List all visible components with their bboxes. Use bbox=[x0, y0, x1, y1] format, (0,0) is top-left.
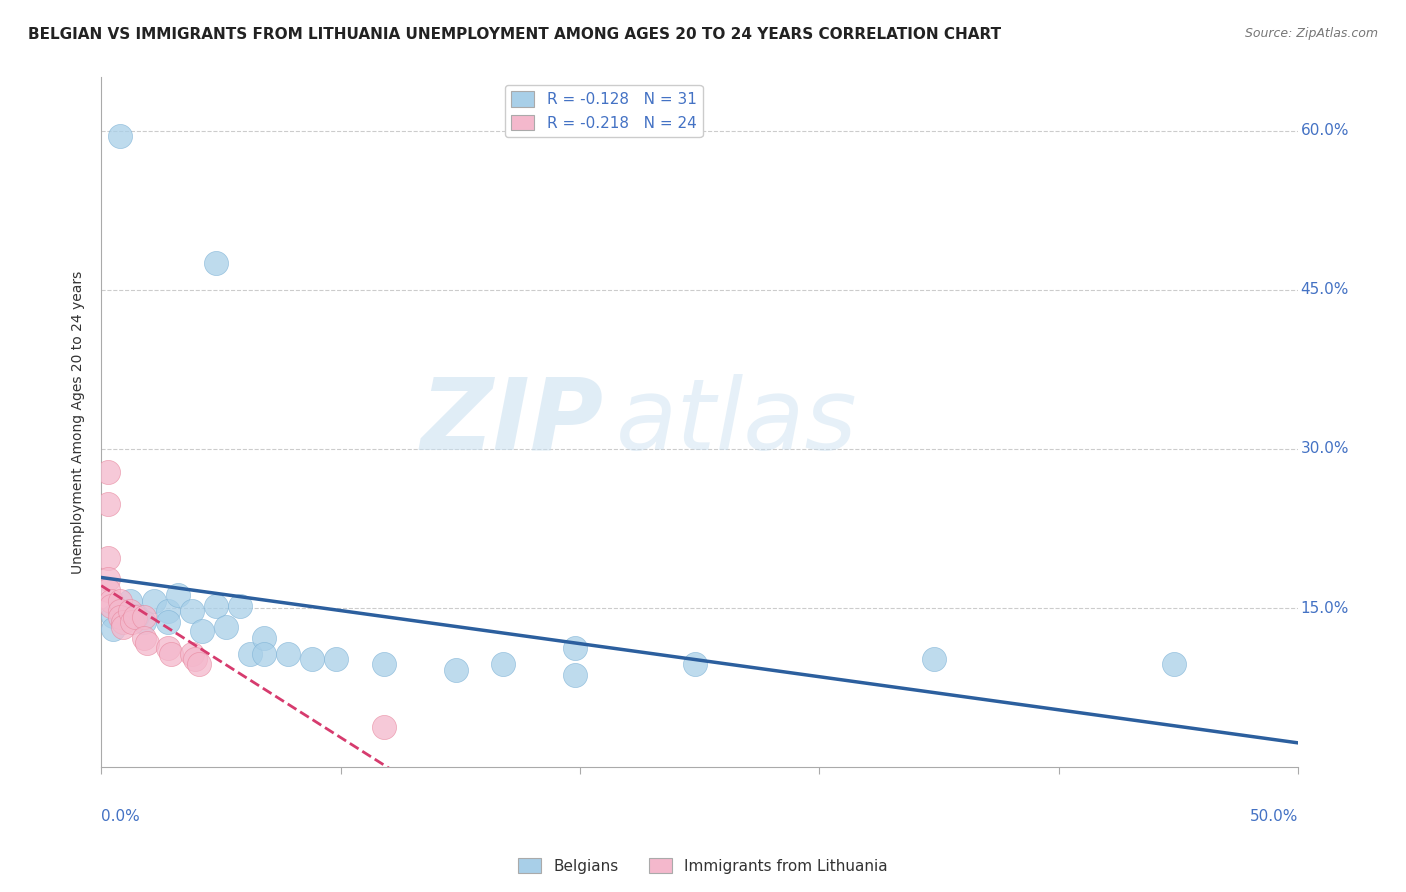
Point bbox=[110, 609, 132, 624]
Point bbox=[97, 465, 120, 479]
Point bbox=[181, 604, 204, 618]
Text: 45.0%: 45.0% bbox=[1301, 282, 1348, 297]
Point bbox=[97, 551, 120, 566]
Point bbox=[181, 647, 204, 661]
Point bbox=[373, 657, 395, 672]
Point bbox=[301, 652, 323, 666]
Text: 30.0%: 30.0% bbox=[1301, 442, 1348, 457]
Point bbox=[134, 615, 156, 629]
Text: ZIP: ZIP bbox=[420, 374, 605, 471]
Legend: Belgians, Immigrants from Lithuania: Belgians, Immigrants from Lithuania bbox=[512, 852, 894, 880]
Text: 15.0%: 15.0% bbox=[1301, 600, 1348, 615]
Point bbox=[492, 657, 515, 672]
Point bbox=[124, 609, 146, 624]
Point bbox=[1163, 657, 1185, 672]
Point bbox=[183, 652, 205, 666]
Point bbox=[157, 615, 180, 629]
Point bbox=[157, 641, 180, 656]
Point bbox=[239, 647, 262, 661]
Point bbox=[683, 657, 706, 672]
Point bbox=[111, 615, 134, 629]
Point bbox=[110, 603, 132, 617]
Point bbox=[190, 624, 212, 639]
Point bbox=[101, 622, 124, 636]
Point bbox=[100, 599, 122, 613]
Point bbox=[97, 497, 120, 511]
Point bbox=[97, 582, 120, 597]
Point bbox=[166, 588, 188, 602]
Point bbox=[118, 604, 141, 618]
Point bbox=[100, 593, 122, 607]
Point bbox=[215, 620, 238, 634]
Point bbox=[134, 609, 156, 624]
Point bbox=[188, 657, 211, 672]
Point bbox=[101, 608, 124, 623]
Point bbox=[564, 668, 586, 682]
Point bbox=[135, 636, 157, 650]
Text: 0.0%: 0.0% bbox=[101, 809, 141, 823]
Text: BELGIAN VS IMMIGRANTS FROM LITHUANIA UNEMPLOYMENT AMONG AGES 20 TO 24 YEARS CORR: BELGIAN VS IMMIGRANTS FROM LITHUANIA UNE… bbox=[28, 27, 1001, 42]
Point bbox=[229, 599, 252, 613]
Text: atlas: atlas bbox=[616, 374, 858, 471]
Point bbox=[205, 256, 228, 270]
Text: 50.0%: 50.0% bbox=[1250, 809, 1298, 823]
Point bbox=[277, 647, 299, 661]
Point bbox=[121, 615, 143, 629]
Point bbox=[157, 604, 180, 618]
Point bbox=[922, 652, 945, 666]
Point bbox=[110, 604, 132, 618]
Point bbox=[111, 620, 134, 634]
Point bbox=[253, 631, 276, 645]
Point bbox=[97, 573, 120, 587]
Point bbox=[444, 663, 467, 677]
Point bbox=[134, 631, 156, 645]
Text: Source: ZipAtlas.com: Source: ZipAtlas.com bbox=[1244, 27, 1378, 40]
Legend: R = -0.128   N = 31, R = -0.218   N = 24: R = -0.128 N = 31, R = -0.218 N = 24 bbox=[505, 85, 703, 136]
Point bbox=[373, 720, 395, 734]
Point bbox=[127, 608, 149, 623]
Point bbox=[205, 599, 228, 613]
Point bbox=[110, 128, 132, 143]
Point bbox=[118, 593, 141, 607]
Text: 60.0%: 60.0% bbox=[1301, 123, 1348, 138]
Point bbox=[110, 593, 132, 607]
Point bbox=[142, 593, 165, 607]
Y-axis label: Unemployment Among Ages 20 to 24 years: Unemployment Among Ages 20 to 24 years bbox=[72, 271, 86, 574]
Point bbox=[564, 641, 586, 656]
Point bbox=[253, 647, 276, 661]
Point bbox=[325, 652, 347, 666]
Point bbox=[159, 647, 181, 661]
